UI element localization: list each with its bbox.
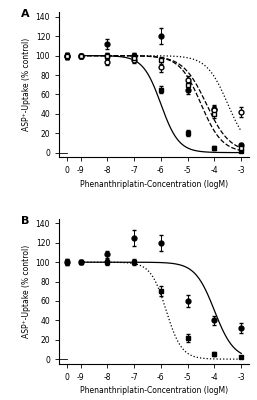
Y-axis label: ASP⁺-Uptake (% control): ASP⁺-Uptake (% control) xyxy=(22,38,31,131)
Text: A: A xyxy=(21,9,30,19)
X-axis label: Phenanthriplatin-Concentration (logM): Phenanthriplatin-Concentration (logM) xyxy=(80,180,228,189)
Y-axis label: ASP⁺-Uptake (% control): ASP⁺-Uptake (% control) xyxy=(22,245,31,338)
Text: B: B xyxy=(21,216,30,226)
X-axis label: Phenanthriplatin-Concentration (logM): Phenanthriplatin-Concentration (logM) xyxy=(80,386,228,395)
